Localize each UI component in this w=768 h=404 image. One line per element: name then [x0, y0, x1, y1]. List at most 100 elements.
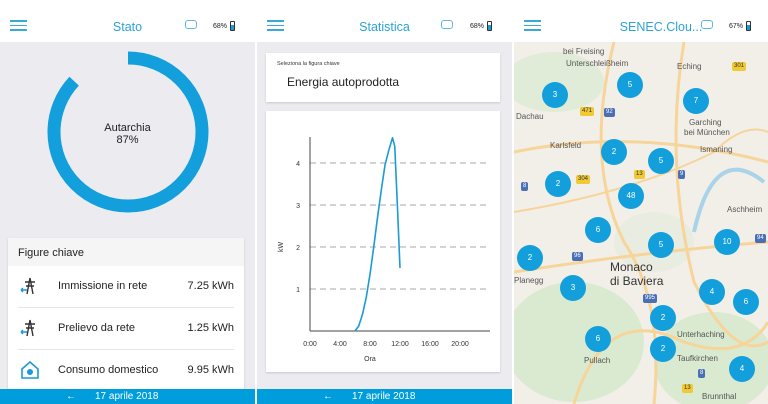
- map-place-label: bei Freising: [563, 47, 605, 56]
- map-place-label: Unterschleißheim: [566, 59, 629, 68]
- map-place-label: Dachau: [516, 112, 544, 121]
- map-place-label: Eching: [677, 62, 702, 71]
- road-shield: 9: [678, 170, 686, 179]
- car-icon[interactable]: [701, 20, 713, 29]
- battery-status: 67%: [729, 21, 752, 31]
- map-place-label: Karlsfeld: [550, 141, 582, 150]
- map-cluster-marker[interactable]: 2: [545, 171, 571, 197]
- map-screen: SENEC.Clou... 67% bei Freising Eching Unte…: [514, 0, 768, 404]
- key-figure-label: Prelievo da rete: [58, 322, 136, 334]
- key-figure-label: Immissione in rete: [58, 280, 148, 292]
- map-cluster-marker[interactable]: 5: [617, 72, 643, 98]
- battery-percent: 68%: [213, 22, 228, 30]
- key-figure-select[interactable]: Seleziona la figura chiave Energia autop…: [266, 53, 500, 102]
- battery-percent: 68%: [470, 22, 485, 30]
- map-place-label: Garching: [689, 118, 722, 127]
- x-tick-label: 12:00: [391, 341, 409, 348]
- date-bar: ← 17 aprile 2018: [257, 389, 512, 404]
- y-tick-label: 3: [296, 203, 300, 210]
- map-view[interactable]: bei Freising Eching Unterschleißheim Dachau…: [514, 42, 768, 404]
- statistics-screen: Statistica 68% Seleziona la figura chiav…: [257, 0, 512, 404]
- car-icon[interactable]: [185, 20, 197, 29]
- key-figure-value: 9.95 kWh: [187, 364, 234, 376]
- map-cluster-marker[interactable]: 6: [585, 326, 611, 352]
- road-shield: 304: [576, 175, 591, 184]
- page-title: Stato: [112, 20, 143, 34]
- battery-percent: 67%: [729, 22, 744, 30]
- back-arrow-icon[interactable]: ←: [66, 391, 76, 402]
- menu-icon[interactable]: [267, 20, 284, 31]
- header: Stato 68%: [0, 0, 255, 42]
- map-cluster-marker[interactable]: 48: [618, 183, 644, 209]
- key-figure-row: Consumo domestico 9.95 kWh: [18, 350, 234, 392]
- autarky-ring: [47, 51, 209, 213]
- road-shield: 471: [580, 107, 595, 116]
- map-cluster-marker[interactable]: 4: [699, 279, 725, 305]
- status-screen: Stato 68% Autarchia 87% Figure chiave Im…: [0, 0, 255, 404]
- x-tick-label: 20:00: [451, 341, 469, 348]
- x-tick-label: 0:00: [303, 341, 317, 348]
- map-cluster-marker[interactable]: 2: [517, 245, 543, 271]
- map-cluster-marker[interactable]: 6: [733, 289, 759, 315]
- x-tick-label: 8:00: [363, 341, 377, 348]
- road-shield: 301: [732, 62, 747, 71]
- x-tick-label: 16:00: [421, 341, 439, 348]
- battery-status: 68%: [213, 21, 236, 31]
- x-axis-label: Ora: [364, 356, 376, 363]
- map-place-label: bei München: [684, 128, 730, 137]
- header: SENEC.Clou... 67%: [514, 0, 768, 42]
- map-cluster-marker[interactable]: 5: [648, 232, 674, 258]
- map-place-label: Brunnthal: [702, 392, 737, 401]
- y-tick-label: 2: [296, 245, 300, 252]
- header: Statistica 68%: [257, 0, 512, 42]
- chart-card: 1 2 3 4 0:00 4:00 8:00 12:00 16:00 20:00 Ora kW: [266, 111, 500, 372]
- key-figures-title: Figure chiave: [8, 238, 244, 266]
- map-cluster-marker[interactable]: 7: [683, 88, 709, 114]
- map-cluster-marker[interactable]: 3: [542, 82, 568, 108]
- y-tick-label: 4: [296, 161, 300, 168]
- map-place-label: Unterhaching: [677, 330, 725, 339]
- date-label[interactable]: 17 aprile 2018: [95, 391, 159, 402]
- back-arrow-icon[interactable]: ←: [323, 391, 333, 402]
- date-label[interactable]: 17 aprile 2018: [352, 391, 416, 402]
- road-shield: 96: [572, 252, 583, 261]
- menu-icon[interactable]: [10, 20, 27, 31]
- ring-arc: [47, 51, 209, 213]
- map-place-label: Aschheim: [727, 205, 763, 214]
- road-shield: 92: [604, 108, 615, 117]
- map-cluster-marker[interactable]: 4: [729, 356, 755, 382]
- grid-draw-icon: [20, 319, 35, 337]
- map-cluster-marker[interactable]: 6: [585, 217, 611, 243]
- map-place-label: di Baviera: [610, 274, 664, 288]
- road-shield: 94: [755, 234, 766, 243]
- grid-feed-in-icon: [20, 277, 35, 295]
- road-shield: 13: [634, 170, 645, 179]
- map-cluster-marker[interactable]: 3: [560, 275, 586, 301]
- y-tick-label: 1: [296, 287, 300, 294]
- map-place-label: Ismaning: [700, 145, 733, 154]
- map-place-label: Pullach: [584, 356, 611, 365]
- map-place-label: Taufkirchen: [677, 354, 718, 363]
- house-consumption-icon: [21, 361, 39, 379]
- page-title: SENEC.Clou...: [619, 20, 703, 34]
- road-shield: 13: [682, 384, 693, 393]
- map-place-label: Planegg: [514, 276, 544, 285]
- road-shield: 995: [643, 294, 658, 303]
- menu-icon[interactable]: [524, 20, 541, 31]
- x-tick-label: 4:00: [333, 341, 347, 348]
- map-cluster-marker[interactable]: 2: [650, 336, 676, 362]
- energy-chart: 1 2 3 4 0:00 4:00 8:00 12:00 16:00 20:00 Ora kW: [278, 136, 490, 363]
- map-cluster-marker[interactable]: 2: [601, 139, 627, 165]
- battery-status: 68%: [470, 21, 493, 31]
- map-cluster-marker[interactable]: 5: [648, 148, 674, 174]
- road-shield: 8: [698, 369, 706, 378]
- car-icon[interactable]: [441, 20, 453, 29]
- battery-icon: [746, 21, 752, 31]
- key-figure-value: 7.25 kWh: [187, 280, 234, 292]
- key-figure-row: Prelievo da rete 1.25 kWh: [18, 308, 234, 350]
- map-cluster-marker[interactable]: 2: [650, 305, 676, 331]
- map-place-label: Monaco: [610, 260, 653, 274]
- map-cluster-marker[interactable]: 10: [714, 229, 740, 255]
- battery-icon: [230, 21, 236, 31]
- ring-value: 87%: [116, 134, 139, 146]
